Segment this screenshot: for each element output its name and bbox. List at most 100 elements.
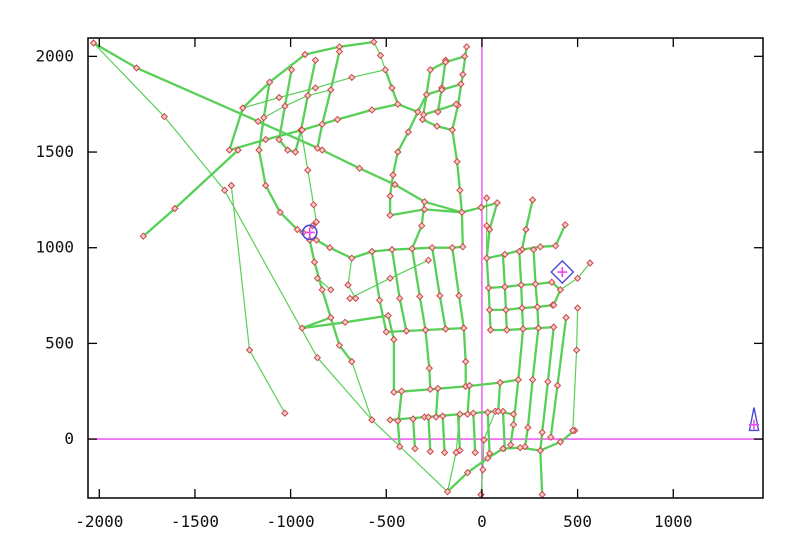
- node-marker: [375, 296, 384, 305]
- node-marker: [509, 420, 518, 429]
- road-edge: [396, 419, 401, 448]
- road-edge: [518, 250, 525, 331]
- road-edge: [523, 326, 540, 448]
- node-marker: [459, 243, 467, 251]
- road-edge: [351, 361, 373, 421]
- node-marker: [521, 442, 529, 451]
- node-marker: [572, 346, 581, 354]
- node-marker: [327, 313, 335, 322]
- road-edge: [411, 417, 417, 450]
- road-edge: [416, 93, 428, 114]
- road-edge: [316, 277, 332, 291]
- y-tick-label: 0: [64, 429, 74, 448]
- node-marker: [416, 292, 424, 301]
- road-edge: [572, 307, 579, 432]
- node-marker: [440, 448, 449, 457]
- road-edge: [501, 255, 508, 332]
- node-marker: [310, 258, 319, 266]
- node-marker: [397, 387, 406, 395]
- node-marker: [463, 468, 472, 477]
- road-edge: [410, 247, 427, 332]
- road-edge: [424, 328, 432, 391]
- node-marker: [298, 324, 306, 332]
- node-marker: [536, 243, 545, 251]
- node-marker: [254, 117, 262, 126]
- node-marker: [569, 426, 577, 435]
- y-tick-label: 500: [45, 333, 74, 352]
- node-marker: [386, 274, 394, 283]
- node-marker: [409, 415, 417, 423]
- node-marker: [291, 148, 300, 156]
- node-marker: [424, 256, 433, 264]
- node-marker: [255, 146, 263, 154]
- node-marker: [348, 73, 356, 82]
- node-marker: [304, 166, 312, 174]
- node-marker: [456, 410, 464, 418]
- node-marker: [312, 236, 321, 244]
- road-edge: [501, 410, 507, 452]
- node-marker: [536, 446, 545, 455]
- node-marker: [376, 51, 385, 60]
- node-marker: [482, 254, 491, 262]
- node-marker: [509, 410, 518, 418]
- node-marker: [562, 313, 570, 322]
- node-marker: [245, 346, 254, 354]
- node-marker: [534, 324, 543, 332]
- node-marker: [326, 243, 334, 252]
- node-marker: [459, 70, 467, 79]
- node-marker: [436, 291, 444, 300]
- road-edge: [431, 246, 447, 331]
- node-marker: [388, 84, 396, 92]
- node-marker: [391, 180, 399, 189]
- node-marker: [494, 407, 502, 416]
- node-marker: [341, 318, 349, 327]
- node-marker: [420, 198, 429, 206]
- road-edge: [397, 390, 403, 422]
- node-marker: [516, 443, 524, 452]
- node-marker: [395, 294, 404, 303]
- node-marker: [390, 388, 398, 396]
- road-edge: [462, 326, 467, 388]
- node-marker: [519, 325, 527, 333]
- node-marker: [227, 181, 236, 190]
- node-marker: [553, 381, 562, 390]
- node-marker: [455, 291, 463, 300]
- node-marker: [483, 408, 492, 417]
- node-marker: [503, 326, 511, 334]
- node-marker: [456, 186, 464, 195]
- node-marker: [395, 442, 404, 451]
- road-edge: [230, 184, 286, 414]
- node-marker: [261, 181, 270, 190]
- node-marker: [477, 490, 485, 499]
- road-edge: [300, 316, 332, 330]
- node-marker: [544, 377, 552, 386]
- node-marker: [479, 465, 487, 474]
- node-marker: [344, 281, 352, 289]
- road-edge: [300, 129, 317, 223]
- node-marker: [483, 454, 492, 462]
- road-edge: [92, 42, 449, 493]
- node-marker: [428, 243, 436, 252]
- node-marker: [434, 384, 442, 393]
- node-marker: [548, 278, 556, 286]
- road-edge: [294, 59, 317, 154]
- node-marker: [531, 280, 540, 288]
- node-marker: [301, 50, 309, 59]
- node-marker: [335, 43, 344, 51]
- node-marker: [411, 444, 419, 453]
- road-edge: [316, 50, 341, 150]
- node-marker: [408, 244, 416, 253]
- node-marker: [333, 115, 342, 124]
- road-edge: [434, 387, 440, 419]
- road-edge: [387, 314, 396, 341]
- road-edge: [427, 415, 432, 453]
- node-marker: [561, 221, 569, 229]
- node-marker: [368, 247, 376, 256]
- node-marker: [239, 104, 247, 112]
- road-edge: [472, 412, 477, 454]
- x-tick-label: -1000: [267, 512, 315, 531]
- node-marker: [426, 66, 435, 74]
- node-marker: [506, 441, 515, 449]
